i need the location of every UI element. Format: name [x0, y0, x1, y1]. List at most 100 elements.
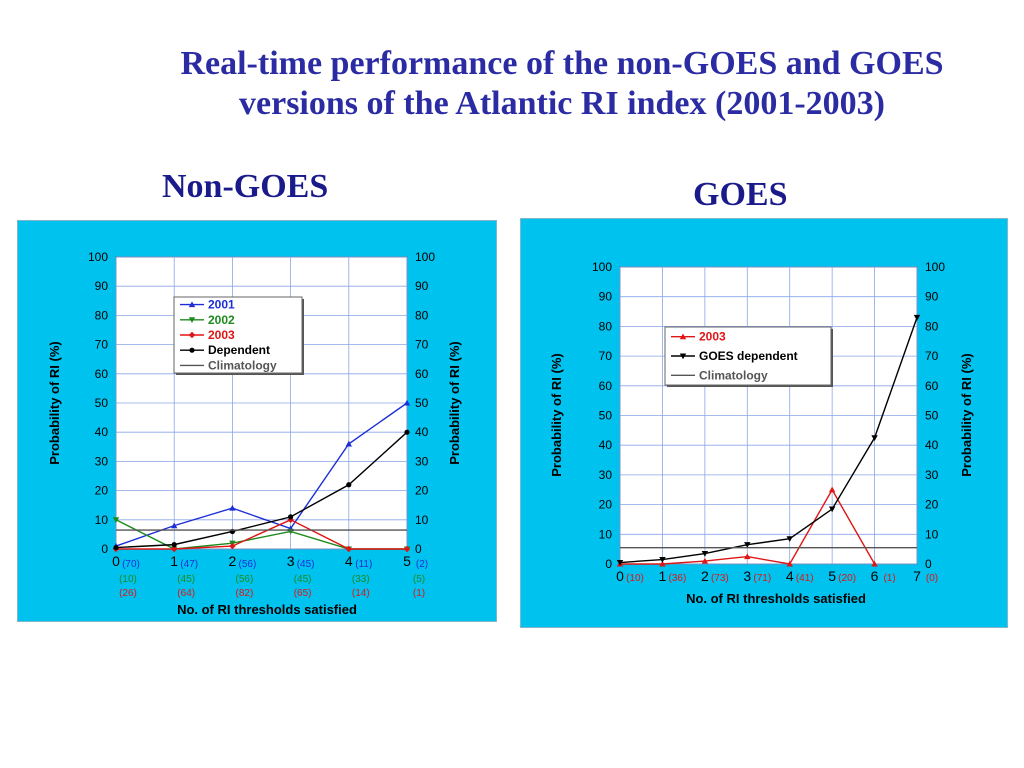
legend-marker-goes-dependent [679, 353, 687, 360]
y-tick-label-right: 0 [415, 542, 422, 556]
y-tick-label-right: 100 [925, 260, 945, 274]
y-tick-label-left: 100 [88, 250, 108, 264]
y-tick-label-right: 80 [925, 319, 939, 333]
series-line-goes-dependent [619, 317, 918, 564]
data-point-2003 [744, 553, 751, 560]
sample-count-label: (41) [796, 573, 814, 584]
data-point-dependent [288, 514, 294, 520]
y-tick-label-left: 80 [95, 308, 109, 322]
y-tick-label-right: 70 [925, 349, 939, 363]
data-point-goes-dependent [828, 506, 836, 513]
legend-marker-dependent [189, 347, 195, 353]
slide-title-line-2: versions of the Atlantic RI index (2001-… [239, 85, 885, 122]
sample-count-label: (82) [236, 588, 254, 599]
x-axis-label: No. of RI thresholds satisfied [686, 591, 866, 606]
sample-count-label: (45) [177, 574, 195, 585]
data-point-2003 [871, 560, 878, 567]
sample-count-label: (45) [297, 559, 315, 570]
data-point-goes-dependent [871, 435, 878, 441]
goes-heading: GOES [693, 176, 788, 213]
sample-count-label: (1) [413, 588, 425, 599]
data-point-2001 [345, 440, 352, 447]
y-tick-label-right: 90 [415, 279, 429, 293]
non-goes-chart-panel: 0 0 10 10 20 20 30 30 40 40 50 50 60 60 70 70 80 80 90 90 10… [17, 220, 497, 622]
y-tick-label-right: 10 [415, 513, 429, 527]
y-tick-label-left: 60 [599, 379, 613, 393]
y-tick-label-left: 40 [95, 425, 109, 439]
legend-label-2001: 2001 [208, 298, 235, 312]
x-tick-label: 1 [659, 568, 667, 584]
y-tick-label-left: 0 [101, 542, 108, 556]
y-tick-label-left: 100 [592, 260, 612, 274]
sample-count-label: (36) [669, 573, 687, 584]
y-axis-label-right: Probability of RI (%) [447, 341, 462, 465]
data-point-2003 [345, 545, 352, 553]
data-point-2001 [403, 399, 411, 406]
y-tick-label-left: 90 [599, 290, 613, 304]
sample-count-label: (5) [413, 574, 425, 585]
sample-count-label: (14) [352, 588, 370, 599]
sample-count-label: (47) [180, 559, 198, 570]
y-tick-label-left: 90 [95, 279, 109, 293]
legend-label-2003: 2003 [208, 328, 235, 342]
sample-count-label: (2) [416, 559, 428, 570]
data-point-2003 [403, 545, 411, 553]
legend-marker-2001 [188, 301, 196, 308]
x-tick-label: 5 [403, 553, 411, 569]
data-point-2003 [171, 545, 178, 553]
sample-count-label: (10) [119, 574, 137, 585]
y-tick-label-left: 70 [599, 349, 613, 363]
data-point-dependent [171, 542, 177, 548]
data-point-2003 [701, 557, 709, 564]
legend-label-2002: 2002 [208, 313, 235, 327]
y-tick-label-right: 30 [415, 454, 429, 468]
y-tick-label-left: 50 [95, 396, 109, 410]
data-point-goes-dependent [659, 556, 666, 563]
non-goes-heading: Non-GOES [162, 168, 329, 205]
sample-count-label: (65) [294, 588, 312, 599]
data-point-2002 [112, 517, 120, 523]
x-tick-label: 3 [743, 568, 751, 584]
y-tick-label-right: 50 [925, 409, 939, 423]
y-tick-label-right: 40 [415, 425, 429, 439]
x-tick-label: 4 [345, 553, 353, 569]
sample-count-label: (20) [838, 573, 856, 584]
data-point-dependent [113, 544, 119, 551]
x-tick-label: 2 [229, 553, 237, 569]
x-tick-label: 2 [701, 568, 709, 584]
data-point-dependent [404, 429, 410, 435]
y-tick-label-left: 40 [599, 438, 613, 452]
x-tick-label: 4 [786, 568, 794, 584]
data-point-2003 [828, 486, 836, 493]
x-tick-label: 3 [287, 553, 295, 569]
y-tick-label-right: 100 [415, 250, 435, 264]
y-tick-label-left: 70 [95, 338, 109, 352]
legend-label-climatology: Climatology [208, 358, 277, 372]
data-point-goes-dependent [744, 542, 751, 548]
legend-label-goes-dependent: GOES dependent [699, 349, 798, 363]
x-axis-label: No. of RI thresholds satisfied [177, 602, 357, 617]
sample-count-label: (71) [753, 573, 771, 584]
sample-count-label: (56) [239, 559, 257, 570]
y-tick-label-right: 30 [925, 468, 939, 482]
legend-label-climatology: Climatology [699, 368, 768, 382]
slide-title: Real-time performance of the non-GOES an… [60, 44, 1024, 124]
y-tick-label-right: 20 [415, 484, 429, 498]
sample-count-label: (73) [711, 573, 729, 584]
y-tick-label-right: 0 [925, 557, 932, 571]
sample-count-label: (0) [926, 573, 938, 584]
y-tick-label-left: 60 [95, 367, 109, 381]
y-tick-label-left: 0 [605, 557, 612, 571]
sample-count-label: (45) [294, 574, 312, 585]
series-line-dependent [115, 431, 408, 549]
data-point-goes-dependent [913, 314, 921, 321]
data-point-2001 [171, 522, 178, 529]
x-tick-label: 0 [616, 568, 624, 584]
data-point-2003 [786, 560, 793, 567]
x-tick-label: 0 [112, 553, 120, 569]
y-tick-label-left: 10 [95, 513, 109, 527]
y-tick-label-left: 30 [95, 454, 109, 468]
y-tick-label-right: 90 [925, 290, 939, 304]
